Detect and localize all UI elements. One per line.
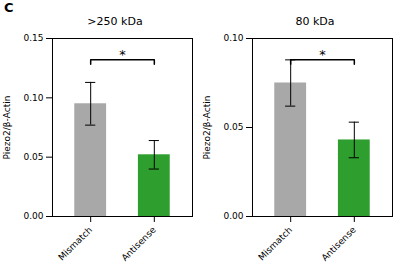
svg-text:Mismatch: Mismatch — [256, 225, 294, 263]
svg-text:0.05: 0.05 — [223, 122, 243, 132]
svg-text:0.00: 0.00 — [23, 211, 43, 221]
svg-text:Piezo2/β-Actin: Piezo2/β-Actin — [202, 96, 212, 160]
svg-text:Mismatch: Mismatch — [56, 225, 94, 263]
svg-text:Antisense: Antisense — [120, 224, 159, 263]
svg-text:0.15: 0.15 — [23, 33, 43, 43]
svg-text:0.10: 0.10 — [23, 93, 43, 103]
svg-text:*: * — [119, 47, 126, 62]
svg-text:0.10: 0.10 — [223, 33, 243, 43]
html-text:C: C — [4, 0, 14, 15]
svg-text:Piezo2/β-Actin: Piezo2/β-Actin — [2, 96, 12, 160]
html-text:80 kDa: 80 kDa — [295, 15, 335, 28]
html-text:>250 kDa: >250 kDa — [87, 15, 143, 28]
svg-text:Antisense: Antisense — [320, 224, 359, 263]
svg-text:0.05: 0.05 — [23, 152, 43, 162]
svg-text:*: * — [319, 47, 326, 62]
svg-text:0.00: 0.00 — [223, 211, 243, 221]
